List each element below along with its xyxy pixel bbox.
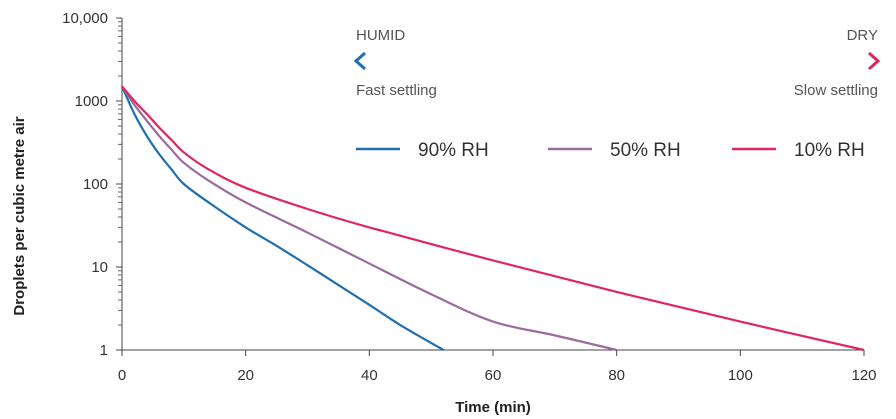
y-tick-label: 100 <box>83 176 108 193</box>
series-line-10-rh <box>121 85 865 352</box>
legend-label: 10% RH <box>794 140 865 161</box>
legend: 90% RH 50% RH 10% RH <box>356 140 865 161</box>
x-axis-title: Time (min) <box>455 399 531 416</box>
dry-label: DRY <box>847 27 878 44</box>
x-tick-label: 20 <box>237 367 254 384</box>
y-tick-label: 10 <box>91 259 108 276</box>
y-tick-label: 1000 <box>75 93 108 110</box>
legend-label: 50% RH <box>610 140 681 161</box>
x-tick-label: 60 <box>485 367 502 384</box>
arrow-right-head-icon <box>868 51 881 71</box>
series-line-90-rh <box>120 85 445 351</box>
x-tick-label: 100 <box>728 367 753 384</box>
y-ticks: 1 10 100 1000 10,000 <box>62 10 122 359</box>
y-tick-label: 1 <box>100 342 108 359</box>
x-ticks: 0 20 40 60 80 100 120 <box>118 350 877 384</box>
x-tick-label: 40 <box>361 367 378 384</box>
axes <box>121 18 864 351</box>
x-tick-label: 0 <box>118 367 126 384</box>
series-lines <box>120 85 865 352</box>
x-tick-label: 120 <box>851 367 876 384</box>
fast-settling-label: Fast settling <box>356 82 437 99</box>
arrow-left-head-icon <box>353 51 366 71</box>
x-tick-label: 80 <box>608 367 625 384</box>
humid-label: HUMID <box>356 27 405 44</box>
y-tick-label: 10,000 <box>62 10 108 27</box>
humidity-annotation: HUMID DRY Fast settling Slow settling <box>353 27 881 99</box>
series-line-50-rh <box>121 85 617 352</box>
legend-label: 90% RH <box>418 140 489 161</box>
slow-settling-label: Slow settling <box>794 82 878 99</box>
y-axis-title: Droplets per cubic metre air <box>11 116 28 315</box>
